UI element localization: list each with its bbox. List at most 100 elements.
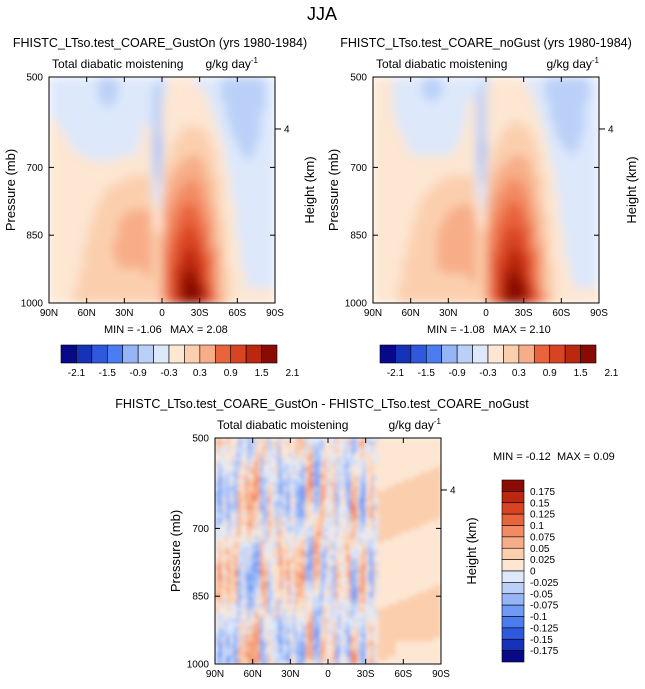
y-axis-label: Pressure (mb) xyxy=(3,149,18,231)
field-plot xyxy=(215,438,441,664)
colorbar-swatch xyxy=(456,344,473,364)
x-tick-label: 90N xyxy=(40,308,58,319)
colorbar: 0.1750.150.1250.10.0750.050.0250-0.025-0… xyxy=(501,479,559,663)
colorbar-swatch xyxy=(564,344,581,364)
colorbar-swatch xyxy=(518,344,535,364)
colorbar-swatch xyxy=(441,344,458,364)
colorbar-swatch xyxy=(410,344,427,364)
panel-difference: FHISTC_LTso.test_COARE_GustOn - FHISTC_L… xyxy=(115,397,615,680)
colorbar-swatch xyxy=(501,525,525,538)
x-tick-label: 60N xyxy=(243,669,261,680)
colorbar-label: -2.1 xyxy=(387,368,405,379)
field-plot xyxy=(49,77,275,303)
colorbar-label: -1.5 xyxy=(418,368,436,379)
y-tick-label: 700 xyxy=(26,163,43,174)
colorbar-label: 0 xyxy=(530,567,536,578)
colorbar-swatch xyxy=(501,627,525,640)
colorbar-swatch xyxy=(501,536,525,549)
colorbar-swatch xyxy=(533,344,551,364)
colorbar-label: 0.3 xyxy=(512,368,526,379)
y-axis-label: Pressure (mb) xyxy=(168,510,183,592)
colorbar-swatch xyxy=(501,638,525,651)
max-label: MAX = 0.09 xyxy=(557,451,615,463)
colorbar-swatch xyxy=(501,570,525,583)
colorbar-swatch xyxy=(501,559,525,572)
x-tick-label: 90S xyxy=(432,669,450,680)
colorbar-swatch xyxy=(199,344,216,364)
colorbar-swatch xyxy=(425,344,443,364)
colorbar-swatch xyxy=(395,344,412,364)
panel-no-gust: FHISTC_LTso.test_COARE_noGust (yrs 1980-… xyxy=(326,36,639,379)
colorbar-swatch xyxy=(501,604,525,617)
colorbar-label: -0.175 xyxy=(530,646,559,657)
x-tick-label: 30S xyxy=(357,669,375,680)
colorbar-swatch xyxy=(122,344,139,364)
x-tick-label: 0 xyxy=(325,669,331,680)
colorbar-swatch xyxy=(501,650,525,663)
x-tick-label: 0 xyxy=(483,308,489,319)
colorbar-swatch xyxy=(487,344,504,364)
y-tick-label: 850 xyxy=(192,592,209,603)
units-label: g/kg day-1 xyxy=(206,56,259,71)
units-label: g/kg day-1 xyxy=(547,56,600,71)
x-tick-label: 0 xyxy=(159,308,165,319)
colorbar-swatch xyxy=(501,582,525,595)
x-tick-label: 90S xyxy=(590,308,608,319)
y-tick-label: 1000 xyxy=(345,299,368,310)
x-tick-label: 60N xyxy=(77,308,95,319)
colorbar-label: 1.5 xyxy=(255,368,269,379)
panel-title: FHISTC_LTso.test_COARE_GustOn - FHISTC_L… xyxy=(115,397,529,411)
colorbar-swatch xyxy=(91,344,108,364)
y-axis-label: Pressure (mb) xyxy=(326,149,341,231)
x-tick-label: 30N xyxy=(281,669,299,680)
colorbar-swatch xyxy=(60,344,77,364)
y-tick-label: 850 xyxy=(26,231,43,242)
colorbar-label: 0.9 xyxy=(543,368,557,379)
colorbar-swatch xyxy=(501,616,525,629)
colorbar-label: -0.125 xyxy=(530,623,559,634)
panel-title: FHISTC_LTso.test_COARE_GustOn (yrs 1980-… xyxy=(13,36,307,50)
panel-gust-on: FHISTC_LTso.test_COARE_GustOn (yrs 1980-… xyxy=(3,36,317,379)
height-tick-label: 4 xyxy=(608,124,614,135)
colorbar-swatch xyxy=(501,593,525,606)
colorbar-swatch xyxy=(501,547,525,560)
field-plot xyxy=(373,77,599,303)
colorbar-label: 0.9 xyxy=(224,368,238,379)
colorbar-swatch xyxy=(245,344,262,364)
units-label: g/kg day-1 xyxy=(389,417,442,432)
colorbar-label: -1.5 xyxy=(99,368,117,379)
colorbar-label: -0.9 xyxy=(449,368,467,379)
panel-title: FHISTC_LTso.test_COARE_noGust (yrs 1980-… xyxy=(340,36,632,50)
colorbar-label: -0.15 xyxy=(530,635,553,646)
colorbar-swatch xyxy=(230,344,247,364)
colorbar-label: -0.9 xyxy=(130,368,148,379)
colorbar-swatch xyxy=(261,344,278,364)
colorbar-label: 1.5 xyxy=(574,368,588,379)
colorbar-swatch xyxy=(137,344,154,364)
colorbar: -2.1 -1.5 -0.9 -0.3 0.3 0.9 1.5 2.1 xyxy=(379,344,619,379)
x-tick-label: 60S xyxy=(394,669,412,680)
x-tick-label: 90N xyxy=(206,669,224,680)
colorbar-label: -0.1 xyxy=(530,612,548,623)
colorbar-label: 0.15 xyxy=(530,498,550,509)
colorbar-swatch xyxy=(503,344,520,364)
x-tick-label: 30S xyxy=(515,308,533,319)
x-tick-label: 60N xyxy=(401,308,419,319)
colorbar: -2.1 -1.5 -0.9 -0.3 0.3 0.9 1.5 2.1 xyxy=(60,344,300,379)
colorbar-swatch xyxy=(379,344,396,364)
colorbar-label: 0.3 xyxy=(193,368,207,379)
colorbar-label: 0.05 xyxy=(530,544,550,555)
y-tick-label: 700 xyxy=(350,163,367,174)
colorbar-label: -2.1 xyxy=(68,368,86,379)
panel-subtitle: Total diabatic moistening xyxy=(52,57,183,71)
height-tick-label: 4 xyxy=(284,124,290,135)
colorbar-swatch xyxy=(106,344,124,364)
y-tick-label: 700 xyxy=(192,524,209,535)
colorbar-label: 0.075 xyxy=(530,532,555,543)
y-tick-label: 500 xyxy=(192,434,209,445)
colorbar-label: -0.025 xyxy=(530,578,559,589)
colorbar-swatch xyxy=(501,479,525,492)
colorbar-label: 2.1 xyxy=(604,368,618,379)
figure-title: JJA xyxy=(307,4,337,24)
